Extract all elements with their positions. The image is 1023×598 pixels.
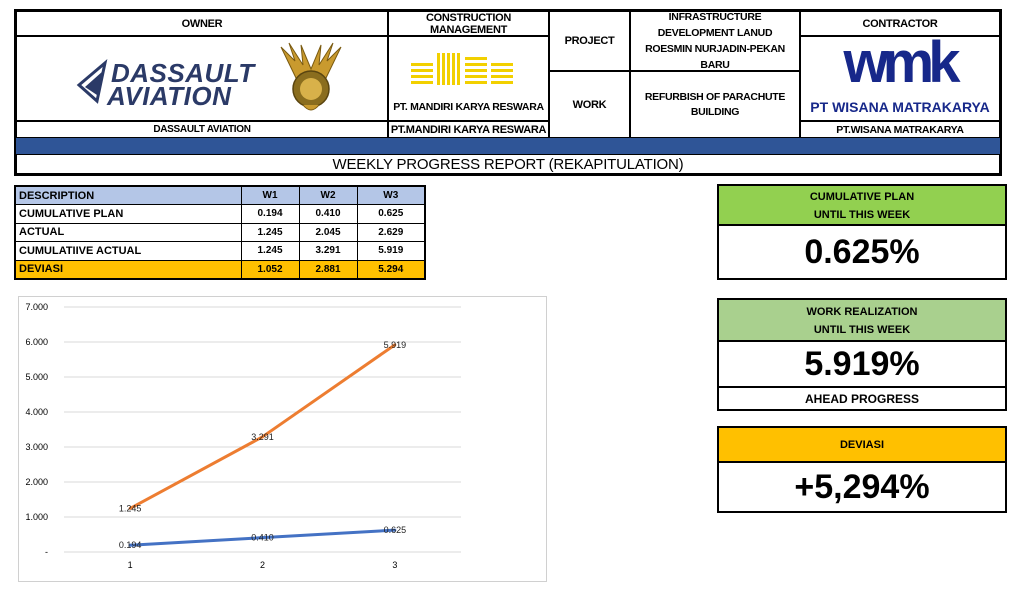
cm-logo-caption: PT. MANDIRI KARYA RESWARA [393, 101, 544, 113]
ahead-progress-status: AHEAD PROGRESS [804, 391, 920, 406]
row-cell: 5.919 [356, 241, 426, 261]
table-row: CUMULATIIVE ACTUAL 1.245 3.291 5.919 [14, 241, 426, 261]
deviasi-value: +5,294% [794, 467, 930, 506]
work-label: WORK [549, 71, 630, 138]
contractor-logo-box: wmk PT WISANA MATRAKARYA [800, 30, 1000, 121]
owner-label: OWNER [16, 11, 388, 36]
mandiri-logo-icon [411, 53, 513, 85]
row-cell: 5.294 [356, 259, 426, 279]
progress-table: DESCRIPTION W1 W2 W3 CUMULATIVE PLAN 0.1… [14, 185, 426, 280]
row-label: DEVIASI [14, 259, 242, 279]
table-row: ACTUAL 1.245 2.045 2.629 [14, 222, 426, 242]
table-header-w2: W2 [298, 185, 358, 205]
cumulative-plan-caption-line1: CUMULATIVE PLAN [809, 191, 915, 203]
chart-canvas: - 1.000 2.000 3.000 4.000 5.000 6.000 7.000 1 2 3 1… [25, 302, 461, 570]
data-point [128, 506, 132, 510]
data-point [261, 536, 264, 540]
data-label: 0.194 [119, 540, 142, 550]
row-cell: 1.245 [240, 222, 300, 242]
data-label: 0.625 [384, 525, 407, 535]
cm-logo-box: PT. MANDIRI KARYA RESWARA [388, 36, 549, 121]
x-tick-label: 1 [128, 560, 133, 570]
work-value: REFURBISH OF PARACHUTE BUILDING [630, 71, 800, 138]
wmk-logo-text: wmk [843, 30, 961, 95]
y-tick-label: - [45, 547, 48, 557]
progress-line-chart: - 1.000 2.000 3.000 4.000 5.000 6.000 7.000 1 2 3 1… [18, 296, 547, 582]
owner-logos: DASSAULT AVIATION [16, 36, 388, 121]
contractor-name: PT.WISANA MATRAKARYA [800, 121, 1000, 138]
deviasi-card: DEVIASI +5,294% [717, 426, 1007, 513]
project-value: INFRASTRUCTURE DEVELOPMENT LANUD ROESMIN… [630, 11, 800, 71]
data-label: 5.919 [384, 340, 407, 350]
report-header: OWNER DASSAULT AVIATION DASSAULT AVIATIO… [14, 9, 1002, 176]
work-realization-caption: WORK REALIZATION UNTIL THIS WEEK [719, 300, 1005, 342]
row-label: ACTUAL [14, 222, 242, 242]
dassault-logo: DASSAULT AVIATION [75, 57, 255, 111]
row-cell: 2.881 [298, 259, 358, 279]
y-tick-label: 2.000 [25, 477, 48, 487]
cumulative-plan-card: CUMULATIVE PLAN UNTIL THIS WEEK 0.625% [717, 184, 1007, 280]
y-tick-label: 1.000 [25, 512, 48, 522]
cm-name: PT.MANDIRI KARYA RESWARA [388, 121, 549, 138]
row-cell: 0.625 [356, 204, 426, 224]
row-cell: 0.194 [240, 204, 300, 224]
dassault-logo-text-1: DASSAULT [111, 58, 255, 88]
row-label: CUMULATIIVE ACTUAL [14, 241, 242, 261]
table-row: CUMULATIVE PLAN 0.194 0.410 0.625 [14, 204, 426, 224]
row-label: CUMULATIVE PLAN [14, 204, 242, 224]
x-tick-label: 2 [260, 560, 265, 570]
data-point [393, 528, 397, 532]
row-cell: 1.052 [240, 259, 300, 279]
work-realization-value: 5.919% [719, 342, 1005, 388]
report-title: WEEKLY PROGRESS REPORT (REKAPITULATION) [16, 154, 1000, 174]
y-tick-label: 4.000 [25, 407, 48, 417]
series-line-1 [129, 343, 396, 510]
work-realization-caption-line2: UNTIL THIS WEEK [813, 324, 911, 336]
contractor-label: CONTRACTOR [800, 11, 1000, 36]
row-cell: 0.410 [298, 204, 358, 224]
row-cell: 1.245 [240, 241, 300, 261]
y-tick-label: 5.000 [25, 372, 48, 382]
data-point [393, 343, 397, 347]
row-cell: 3.291 [298, 241, 358, 261]
cumulative-plan-caption-line2: UNTIL THIS WEEK [813, 209, 911, 221]
cm-label: CONSTRUCTION MANAGEMENT [388, 11, 549, 36]
work-realization-card: WORK REALIZATION UNTIL THIS WEEK 5.919% … [717, 298, 1007, 411]
data-point [128, 543, 132, 547]
deviasi-caption: DEVIASI [719, 428, 1005, 463]
table-row-deviasi: DEVIASI 1.052 2.881 5.294 [14, 259, 426, 279]
row-cell: 2.629 [356, 222, 426, 242]
y-tick-label: 6.000 [25, 337, 48, 347]
data-label: 3.291 [251, 432, 274, 442]
dassault-emblem-icon [76, 59, 108, 104]
project-label: PROJECT [549, 11, 630, 71]
dassault-logo-text-2: AVIATION [107, 81, 232, 111]
data-label: 0.410 [251, 533, 274, 543]
y-tick-label: 7.000 [25, 302, 48, 312]
data-point [261, 435, 264, 439]
contractor-logo-caption: PT WISANA MATRAKARYA [810, 99, 990, 115]
work-realization-caption-line1: WORK REALIZATION [806, 306, 918, 318]
y-tick-label: 3.000 [25, 442, 48, 452]
row-cell: 2.045 [298, 222, 358, 242]
data-label: 1.245 [119, 503, 142, 513]
cumulative-plan-caption: CUMULATIVE PLAN UNTIL THIS WEEK [719, 186, 1005, 226]
x-tick-label: 3 [392, 560, 397, 570]
table-header-w3: W3 [356, 185, 426, 205]
cumulative-plan-value: 0.625% [804, 232, 920, 271]
table-header-w1: W1 [240, 185, 300, 205]
owner-name: DASSAULT AVIATION [16, 121, 388, 138]
air-force-emblem-icon [280, 42, 342, 111]
header-band [16, 138, 1000, 154]
table-header-description: DESCRIPTION [14, 185, 242, 205]
table-header-row: DESCRIPTION W1 W2 W3 [14, 185, 426, 205]
